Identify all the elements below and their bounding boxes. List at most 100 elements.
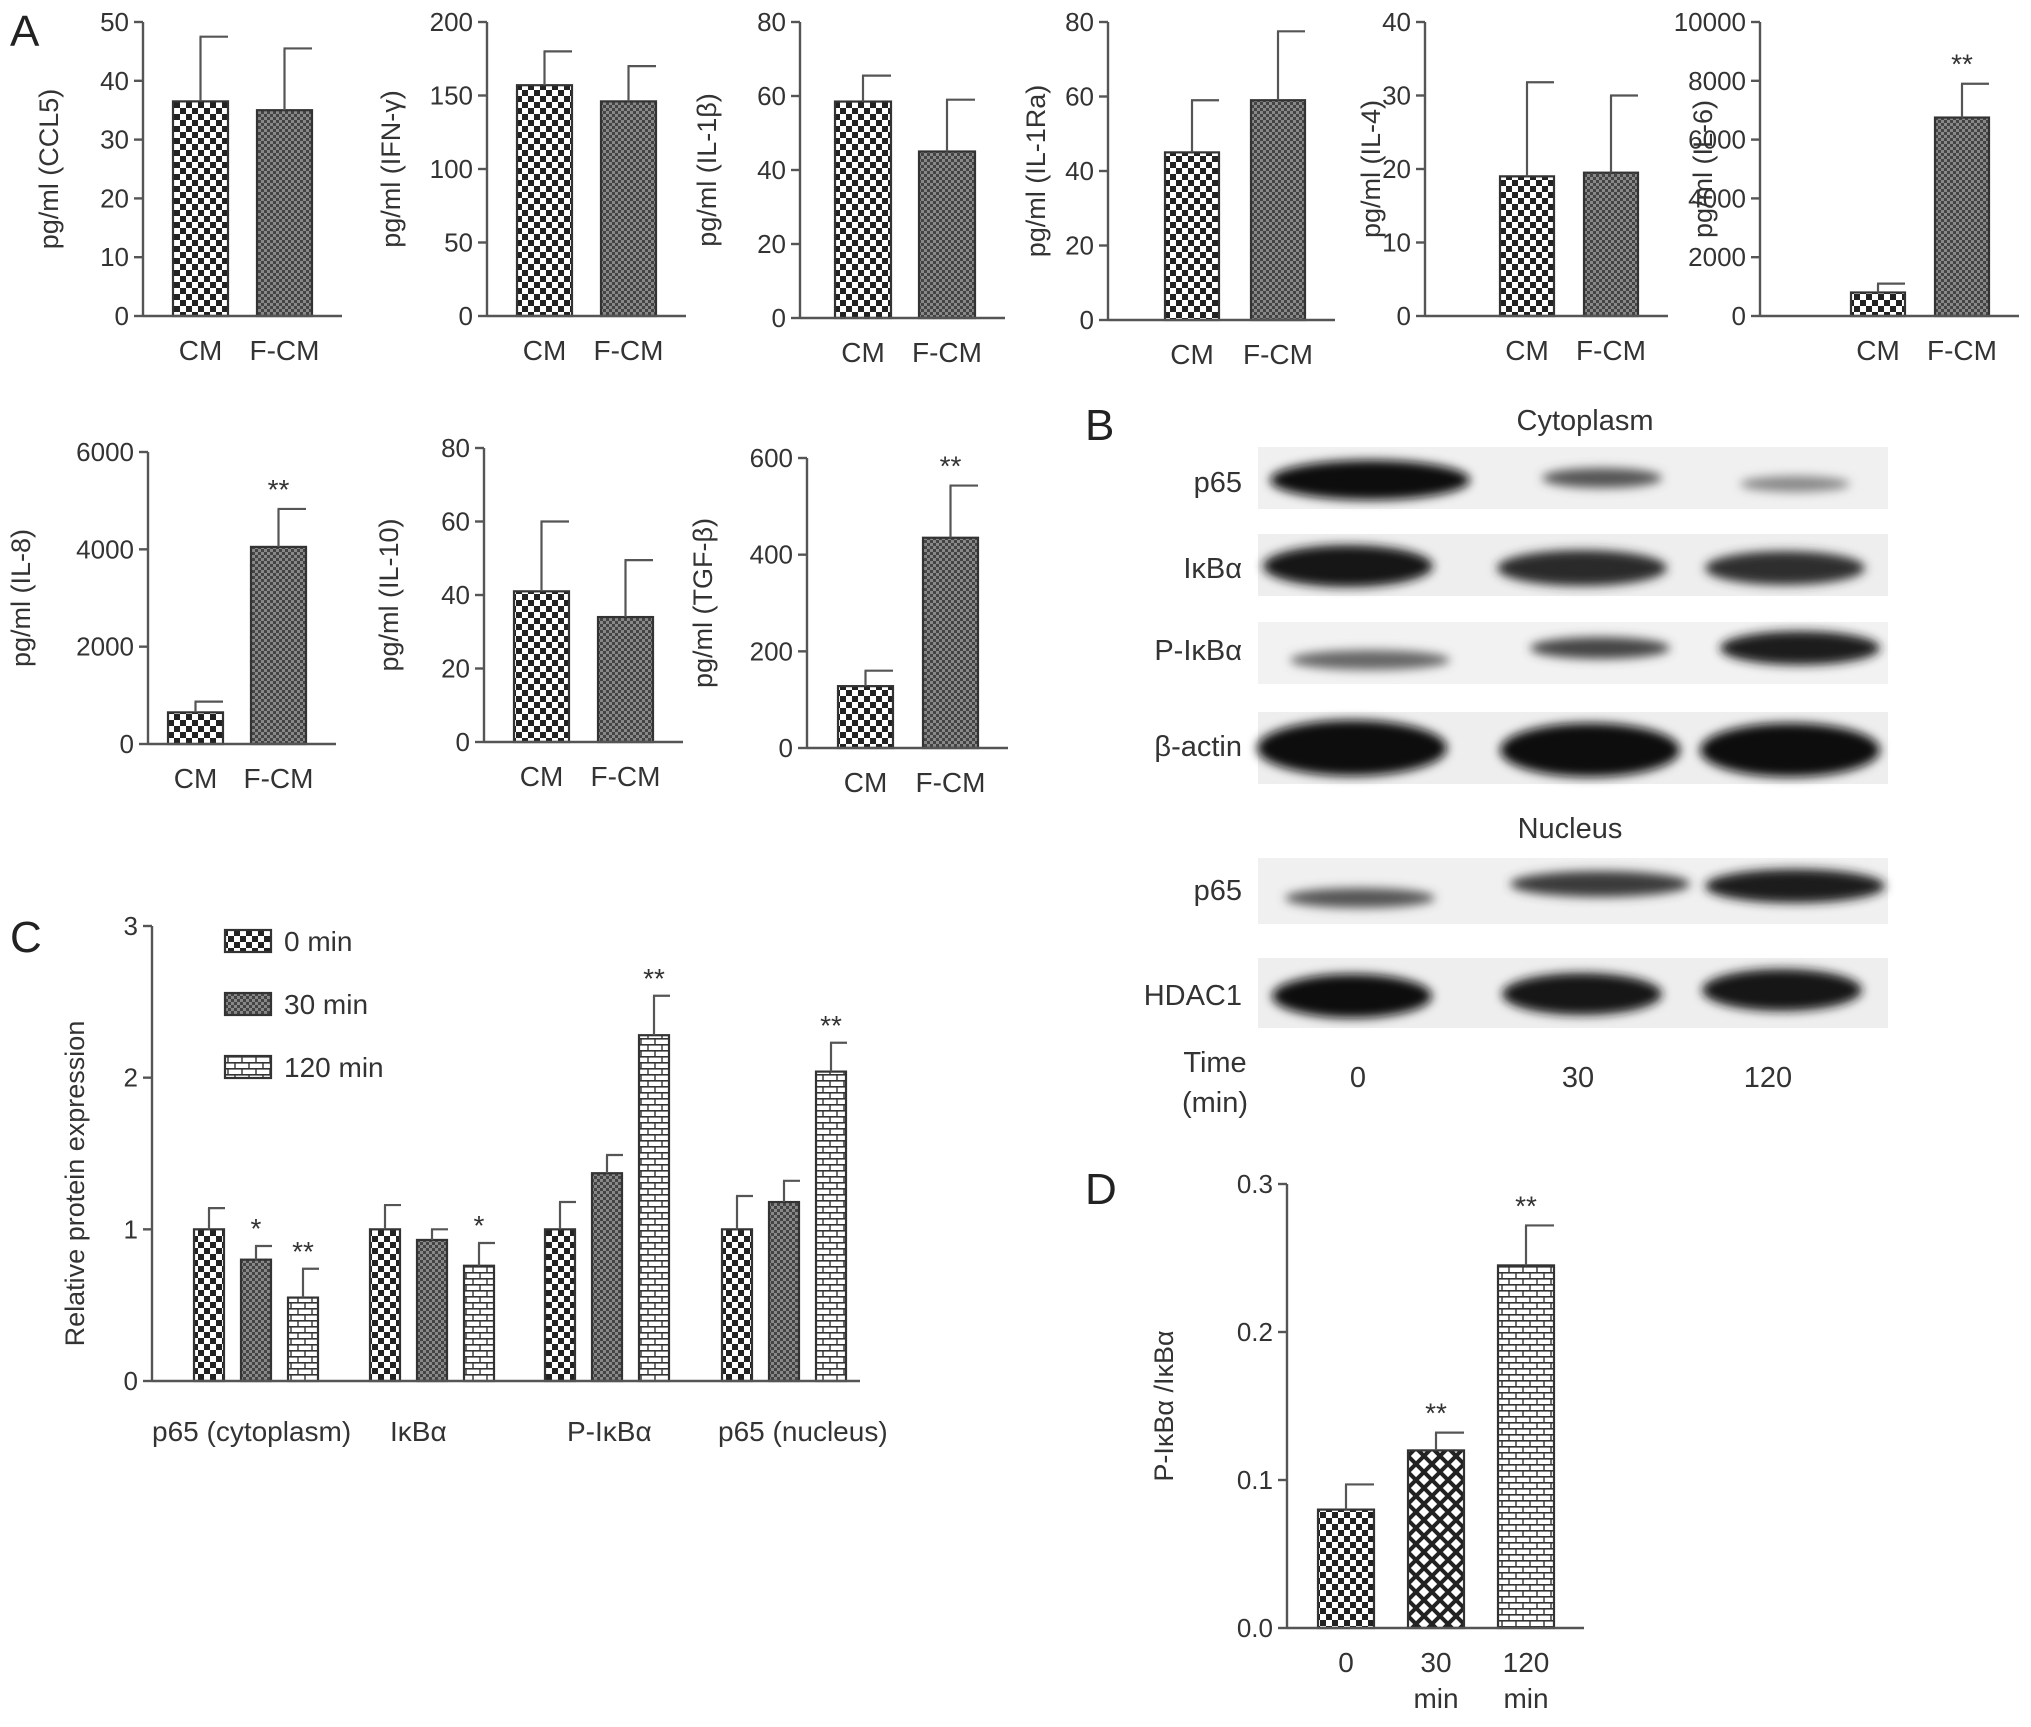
wb-row-label-p-ikba: P-IκBα [1154, 635, 1242, 667]
wb-section-nucleus: Nucleus [1518, 813, 1623, 845]
a3-bar [917, 150, 977, 320]
a7-y-tick-label: 0 [120, 729, 134, 759]
c-y-tick-label: 1 [124, 1214, 138, 1244]
c-bar [543, 1228, 577, 1383]
wb-row-label-p65-nuc: p65 [1194, 875, 1242, 907]
a4-y-tick-label: 80 [1065, 7, 1094, 37]
c-bar [767, 1200, 801, 1383]
a5-x-category-label: CM [1505, 335, 1549, 366]
a1-y-tick-label: 40 [100, 66, 129, 96]
c-significance-mark: ** [643, 963, 665, 994]
wb-time-label: Time [1183, 1047, 1246, 1079]
a8-bar [512, 590, 571, 744]
panel-label-b: B [1085, 401, 1114, 450]
a3-y-tick-label: 40 [757, 155, 786, 185]
wb-strip-p65-nuc [1258, 858, 1888, 924]
a1-y-tick-label: 30 [100, 125, 129, 155]
a6-y-tick-label: 8000 [1688, 66, 1746, 96]
c-bar [637, 1034, 671, 1383]
a7-x-category-label: CM [174, 763, 218, 794]
chart-c: 0 1 2 3 Relative protein expression 0 min 30 m… [60, 911, 888, 1447]
c-x-category-label: p65 (cytoplasm) [152, 1416, 351, 1447]
a5-y-tick-label: 10 [1382, 228, 1411, 258]
c-bar [814, 1070, 848, 1383]
a3-y-tick-label: 0 [772, 303, 786, 333]
a8-y-axis-title: pg/ml (IL-10) [374, 518, 404, 671]
a6-y-tick-label: 4000 [1688, 183, 1746, 213]
d-bar [1406, 1449, 1466, 1630]
a1-y-tick-label: 50 [100, 7, 129, 37]
a1-y-axis-title: pg/ml (CCL5) [34, 89, 64, 250]
c-bar [192, 1228, 226, 1383]
c-legend-swatch [223, 928, 273, 954]
d-y-tick-label: 0.2 [1237, 1317, 1273, 1347]
a2-y-tick-label: 0 [459, 301, 473, 331]
a3-y-tick-label: 80 [757, 7, 786, 37]
c-legend-label: 30 min [284, 989, 368, 1020]
d-x-category-label: min [1503, 1683, 1548, 1714]
a9-y-tick-label: 200 [750, 636, 793, 666]
c-bar [286, 1296, 320, 1383]
a3-y-tick-label: 20 [757, 229, 786, 259]
c-bar [415, 1238, 449, 1383]
a7-y-axis-title: pg/ml (IL-8) [6, 529, 36, 667]
c-legend-label: 120 min [284, 1052, 384, 1083]
wb-strip-hdac1 [1258, 958, 1888, 1028]
c-x-category-label: p65 (nucleus) [718, 1416, 888, 1447]
a7-y-tick-label: 6000 [76, 437, 134, 467]
c-bar [239, 1258, 273, 1383]
wb-row-label-hdac1: HDAC1 [1144, 980, 1242, 1012]
a7-x-category-label: F-CM [244, 763, 314, 794]
a8-y-tick-label: 0 [456, 727, 470, 757]
c-legend-swatch [223, 1054, 273, 1080]
wb-time-unit: (min) [1182, 1087, 1248, 1119]
a3-y-tick-label: 60 [757, 81, 786, 111]
d-significance-mark: ** [1425, 1398, 1447, 1429]
a6-bar [1933, 116, 1991, 318]
chart-d: 0.0 0.1 0.2 0.3 P-IκBα /IκBα 0 ** 30 min ** 120 min [1149, 1169, 1584, 1714]
chart-a5: 0 10 20 30 40 pg/ml (IL-4) CM F-CM [1356, 7, 1668, 366]
a2-x-category-label: CM [523, 335, 567, 366]
wb-strip-beta-actin [1257, 712, 1888, 784]
d-y-axis-title: P-IκBα /IκBα [1149, 1330, 1179, 1481]
a9-x-category-label: F-CM [916, 767, 986, 798]
a4-y-tick-label: 40 [1065, 156, 1094, 186]
a5-y-tick-label: 0 [1397, 301, 1411, 331]
a7-significance-mark: ** [268, 474, 290, 505]
a4-y-tick-label: 60 [1065, 82, 1094, 112]
a8-y-tick-label: 80 [441, 433, 470, 463]
c-y-tick-label: 0 [124, 1366, 138, 1396]
a6-x-category-label: F-CM [1927, 335, 1997, 366]
wb-lane-label-0: 0 [1350, 1062, 1366, 1094]
a4-y-axis-title: pg/ml (IL-1Ra) [1021, 85, 1051, 258]
a6-y-axis-title: pg/ml (IL-6) [1688, 100, 1718, 238]
a8-y-tick-label: 20 [441, 654, 470, 684]
a6-y-tick-label: 10000 [1674, 7, 1746, 37]
a1-y-tick-label: 0 [115, 301, 129, 331]
a3-x-category-label: F-CM [912, 337, 982, 368]
a1-y-tick-label: 20 [100, 183, 129, 213]
c-legend-swatch [223, 991, 273, 1017]
c-bar [462, 1264, 496, 1383]
a6-y-tick-label: 0 [1732, 301, 1746, 331]
a1-bar [255, 109, 314, 318]
a1-y-tick-label: 10 [100, 242, 129, 272]
d-y-tick-label: 0.3 [1237, 1169, 1273, 1199]
d-y-tick-label: 0.1 [1237, 1465, 1273, 1495]
wb-strip-p65-cyto [1258, 447, 1888, 509]
d-significance-mark: ** [1515, 1190, 1537, 1221]
a8-y-tick-label: 40 [441, 580, 470, 610]
a6-x-category-label: CM [1856, 335, 1900, 366]
d-x-category-label: 30 [1420, 1647, 1451, 1678]
a5-y-tick-label: 40 [1382, 7, 1411, 37]
wb-strip-p-ikba [1258, 622, 1888, 684]
a7-bar [166, 711, 225, 746]
a5-y-axis-title: pg/ml (IL-4) [1356, 100, 1386, 238]
wb-row-label-p65-cyto: p65 [1194, 467, 1242, 499]
wb-lane-label-30: 30 [1562, 1062, 1594, 1094]
chart-a1: 0 10 20 30 40 50 pg/ml (CCL5) CM F-CM [34, 7, 342, 366]
a2-y-axis-title: pg/ml (IFN-γ) [376, 90, 406, 248]
wb-section-cytoplasm: Cytoplasm [1517, 405, 1654, 437]
panel-label-c: C [10, 913, 42, 962]
